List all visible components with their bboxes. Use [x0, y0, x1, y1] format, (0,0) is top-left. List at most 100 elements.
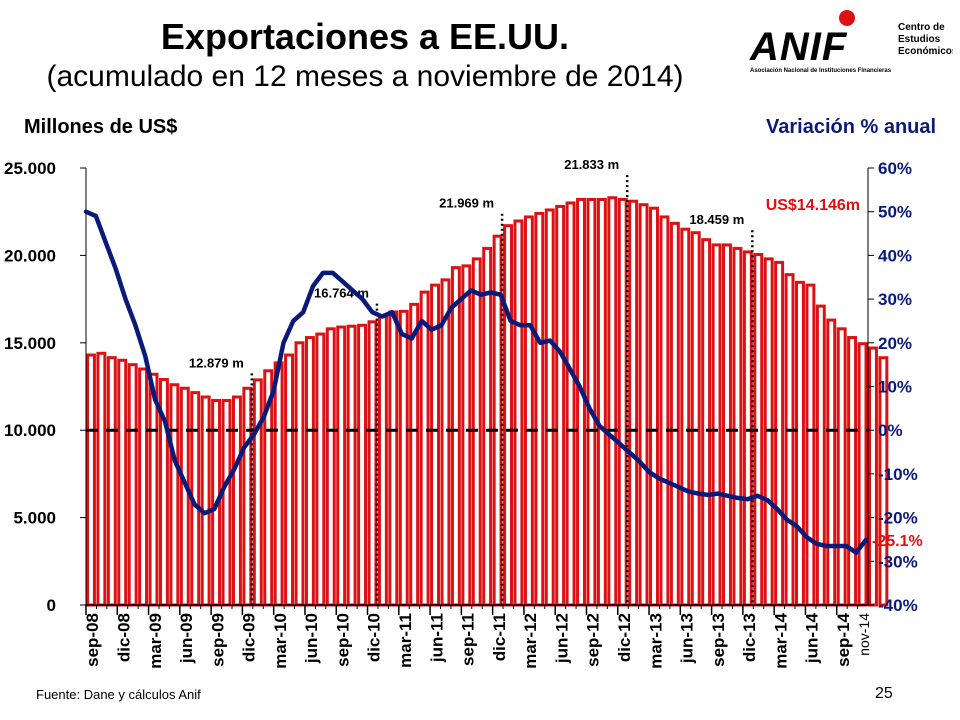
- bar-ene-10: [252, 378, 263, 607]
- bar-ago-09: [200, 395, 211, 607]
- page-number: 25: [875, 685, 893, 702]
- logo-brand-text: ANIF: [749, 25, 848, 69]
- bar-abr-14: [784, 273, 795, 607]
- x-tick-label-jun-13: jun-13: [678, 613, 697, 664]
- bar-sep-10: [336, 325, 347, 607]
- bar-jul-11: [440, 278, 451, 607]
- x-tick-label-jun-10: jun-10: [302, 613, 321, 664]
- right-tick-label: -40%: [878, 596, 918, 615]
- bar-jul-14: [815, 304, 826, 607]
- right-tick-label: 60%: [878, 159, 912, 178]
- x-tick-label-last: nov-14: [856, 613, 872, 656]
- bar-nov-09: [231, 395, 242, 607]
- bar-may-09: [169, 383, 180, 607]
- variation-line: [83, 209, 869, 555]
- right-axis: -40% -30% -20% -10% 0% 10% 20% 30% 40% 50% 60%: [867, 159, 918, 615]
- x-tick-label-mar-09: mar-09: [146, 613, 165, 669]
- bar-oct-13: [722, 243, 732, 607]
- right-axis-title: Variación % anual: [766, 116, 937, 138]
- bar-series: [86, 196, 889, 607]
- bar-jun-14: [805, 283, 816, 607]
- bar-jun-13: [680, 227, 691, 607]
- x-tick-label-dic-10: dic-10: [365, 613, 384, 662]
- bar-mar-12: [523, 215, 534, 607]
- bar-sep-08: [86, 353, 96, 607]
- value-callouts: US$14.146m -25.1%: [766, 197, 923, 550]
- x-tick-label-sep-14: sep-14: [834, 612, 853, 666]
- bar-sep-11: [461, 264, 472, 607]
- annotation-label-dic-10: 16.764 m: [314, 286, 369, 301]
- annotation-label-dic-11: 21.969 m: [439, 196, 494, 211]
- bar-ene-11: [377, 315, 388, 607]
- bar-nov-10: [357, 323, 368, 607]
- bar-sep-14: [836, 327, 847, 607]
- logo-side-line-3: Económicos: [898, 46, 953, 57]
- x-axis: sep-08 dic-08 mar-09 jun-09 sep-09 dic-09 mar-…: [83, 604, 872, 669]
- left-tick-label: 25.000: [4, 159, 56, 178]
- bar-mar-14: [774, 260, 785, 607]
- anif-logo: ANIF Asociación Nacional de Institucione…: [748, 8, 958, 88]
- right-tick-label: -20%: [878, 509, 918, 528]
- bar-may-13: [669, 221, 680, 607]
- bar-abr-11: [409, 302, 420, 607]
- bar-jun-10: [304, 336, 315, 607]
- last-bar-callout: US$14.146m: [766, 197, 860, 214]
- bar-dic-10: [367, 320, 378, 607]
- annotation-label-dic-09: 12.879 m: [189, 355, 244, 370]
- right-tick-label: 40%: [878, 246, 912, 265]
- x-tick-label-dic-13: dic-13: [740, 613, 759, 662]
- bar-nov-14: [857, 342, 868, 607]
- logo-red-dot-icon: [839, 10, 855, 26]
- x-tick-label-sep-12: sep-12: [584, 613, 603, 667]
- bar-oct-12: [596, 197, 607, 607]
- right-tick-label: 10%: [878, 378, 912, 397]
- bar-sep-13: [711, 243, 722, 607]
- bar-abr-10: [284, 353, 295, 607]
- x-tick-label-sep-11: sep-11: [459, 613, 478, 666]
- right-tick-label: 0%: [878, 421, 903, 440]
- x-tick-label-sep-09: sep-09: [208, 613, 227, 667]
- bar-ago-12: [576, 197, 586, 607]
- bar-jul-12: [565, 201, 576, 607]
- left-tick-label: 10.000: [4, 421, 56, 440]
- x-tick-label-mar-11: mar-11: [396, 613, 415, 668]
- x-tick-label-mar-13: mar-13: [646, 613, 665, 669]
- line-series: [83, 209, 869, 555]
- bar-ago-13: [701, 238, 712, 607]
- bar-mar-11: [398, 309, 409, 607]
- chart-subtitle: (acumulado en 12 meses a noviembre de 20…: [46, 60, 684, 93]
- bar-mar-09: [148, 372, 159, 607]
- bar-may-12: [544, 208, 555, 607]
- last-line-callout: -25.1%: [872, 533, 923, 550]
- left-axis: 0 5.000 10.000 15.000 20.000 25.000: [4, 159, 87, 615]
- bar-feb-12: [513, 219, 524, 607]
- annotation-label-dic-13: 18.459 m: [689, 212, 744, 227]
- anif-logo-graphic: ANIF Asociación Nacional de Institucione…: [749, 10, 958, 74]
- bar-jun-12: [555, 204, 566, 607]
- bar-oct-08: [96, 351, 107, 607]
- bar-nov-12: [607, 196, 618, 607]
- bar-ene-13: [628, 199, 639, 607]
- x-tick-label-dic-11: dic-11: [490, 613, 509, 661]
- left-axis-title: Millones de US$: [24, 116, 178, 138]
- right-tick-label: -30%: [878, 552, 918, 571]
- x-tick-label-sep-13: sep-13: [709, 613, 728, 667]
- bar-oct-11: [471, 257, 482, 607]
- logo-side-line-2: Estudios: [898, 34, 941, 45]
- bar-feb-09: [138, 367, 149, 607]
- bar-feb-11: [388, 310, 399, 607]
- right-tick-label: 50%: [878, 203, 912, 222]
- x-tick-label-jun-12: jun-12: [552, 613, 571, 664]
- left-tick-label: 0: [47, 596, 56, 615]
- x-tick-label-sep-08: sep-08: [83, 613, 102, 667]
- right-tick-label: 20%: [878, 334, 912, 353]
- annotation-label-dic-12: 21.833 m: [564, 157, 619, 172]
- x-tick-label-mar-14: mar-14: [771, 612, 790, 668]
- bar-ene-09: [127, 363, 138, 607]
- source-note: Fuente: Dane y cálculos Anif: [36, 687, 201, 702]
- logo-side-line-1: Centro de: [898, 22, 945, 33]
- bar-oct-14: [847, 336, 858, 607]
- x-tick-label-jun-14: jun-14: [803, 612, 822, 664]
- bar-nov-11: [482, 246, 493, 607]
